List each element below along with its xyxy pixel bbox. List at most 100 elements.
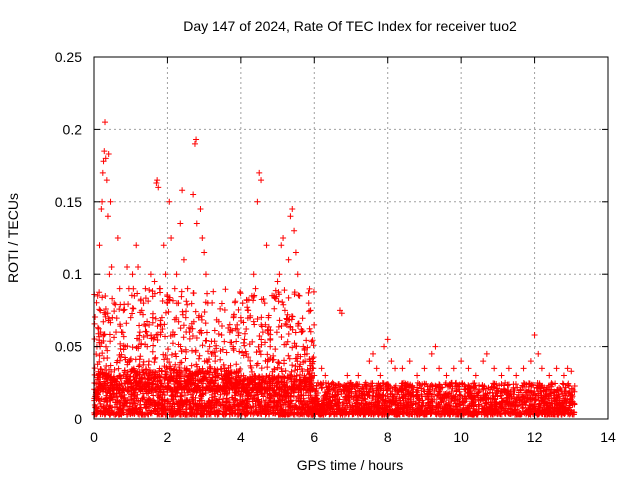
baseline-point [427, 386, 434, 393]
baseline-point [416, 397, 423, 404]
mid-point [107, 338, 114, 345]
baseline-point [370, 389, 377, 396]
data-point [392, 365, 399, 372]
mid-point [218, 331, 225, 338]
mid-point [118, 380, 125, 387]
baseline-point [369, 385, 376, 392]
data-point [94, 292, 101, 299]
baseline-point [504, 391, 511, 398]
baseline-point [341, 381, 348, 388]
mid-point [291, 291, 298, 298]
mid-point [288, 378, 295, 385]
baseline-point [513, 399, 520, 406]
mid-point [149, 348, 156, 355]
baseline-point [192, 394, 199, 401]
data-point [570, 387, 577, 394]
baseline-point [315, 398, 322, 405]
baseline-point [188, 391, 195, 398]
mid-point [120, 371, 127, 378]
mid-point [265, 312, 272, 319]
mid-point [287, 324, 294, 331]
data-point [283, 321, 290, 328]
axis-ticks [93, 56, 609, 420]
mid-point [136, 336, 143, 343]
mid-point [158, 386, 165, 393]
data-point [280, 235, 287, 241]
baseline-point [135, 397, 142, 404]
mid-point [164, 292, 171, 299]
mid-point [174, 383, 181, 390]
baseline-point [195, 407, 202, 414]
mid-point [140, 334, 147, 341]
mid-point [91, 365, 98, 372]
mid-point [120, 346, 127, 353]
baseline-point [559, 380, 566, 387]
baseline-point [249, 398, 256, 405]
baseline-point [443, 390, 450, 397]
data-point [406, 358, 413, 365]
mid-point [236, 348, 243, 355]
baseline-point [272, 410, 279, 417]
baseline-point [365, 392, 372, 399]
data-point [116, 285, 123, 292]
y-axis-label: ROTI / TECUs [5, 193, 21, 283]
mid-point [119, 385, 126, 392]
mid-point [192, 369, 199, 376]
data-point [258, 177, 265, 184]
baseline-point [485, 399, 492, 406]
data-point [98, 206, 105, 213]
baseline-point [353, 392, 360, 399]
baseline-point [353, 397, 360, 404]
baseline-point [456, 401, 463, 408]
baseline-point [126, 406, 133, 413]
baseline-point [170, 408, 177, 415]
data-point [291, 227, 298, 234]
mid-point [300, 359, 307, 366]
mid-point [167, 332, 174, 339]
y-tick-label: 0.1 [63, 266, 83, 282]
mid-point [295, 292, 302, 299]
mid-point [121, 354, 128, 361]
mid-point [246, 341, 253, 348]
data-point [553, 365, 560, 372]
mid-point [175, 318, 182, 325]
mid-point [202, 299, 209, 306]
baseline-point [462, 393, 469, 400]
data-point [104, 213, 111, 220]
baseline-point [538, 385, 545, 392]
data-point [182, 314, 189, 321]
baseline-point [111, 403, 118, 410]
baseline-point [244, 410, 251, 417]
baseline-point [421, 381, 428, 388]
mid-point [124, 368, 131, 375]
data-point [256, 169, 263, 176]
baseline-point [288, 410, 295, 417]
mid-point [120, 333, 127, 340]
mid-point [156, 372, 163, 379]
baseline-point [213, 407, 220, 414]
baseline-point [217, 402, 224, 409]
data-point [133, 242, 140, 249]
baseline-point [490, 384, 497, 391]
baseline-point [534, 380, 541, 387]
baseline-point [431, 396, 438, 403]
mid-point [251, 321, 258, 328]
mid-point [298, 380, 305, 387]
mid-point [146, 376, 153, 383]
data-point [472, 372, 479, 379]
baseline-point [311, 397, 318, 404]
mid-point [152, 354, 159, 361]
mid-point [306, 379, 313, 386]
mid-point [196, 329, 203, 336]
mid-point [183, 380, 190, 387]
mid-point [217, 347, 224, 354]
baseline-point [159, 397, 166, 404]
baseline-point [292, 402, 299, 409]
baseline-point [463, 396, 470, 403]
baseline-point [358, 399, 365, 406]
baseline-point [291, 406, 298, 413]
baseline-point [198, 410, 205, 417]
mid-point [91, 335, 98, 342]
baseline-point [355, 387, 362, 394]
mid-point [237, 290, 244, 297]
